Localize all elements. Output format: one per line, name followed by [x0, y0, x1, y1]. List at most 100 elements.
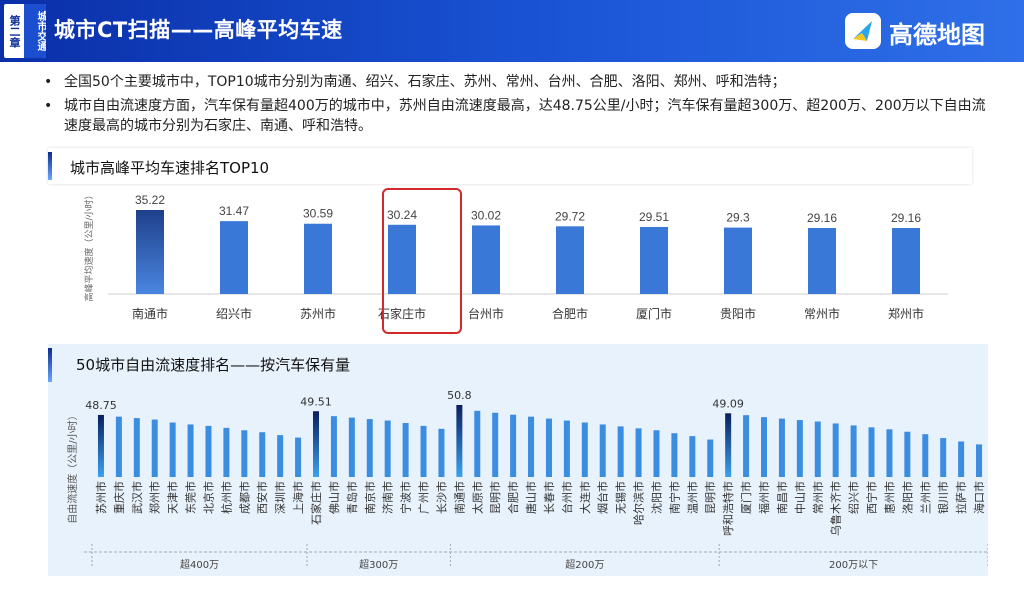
- freeflow-chart-panel: 50城市自由流速度排名——按汽车保有量: [48, 344, 988, 576]
- bar: [259, 432, 266, 477]
- category-label: 南通市: [132, 306, 168, 321]
- bar: [528, 416, 535, 477]
- bar: [958, 441, 965, 477]
- bar: [545, 418, 552, 477]
- bar: [850, 425, 857, 477]
- category-label: 上海市: [291, 481, 305, 514]
- section-label: 城市交通: [24, 4, 46, 58]
- category-label: 乌鲁木齐市: [829, 481, 843, 536]
- category-label: 长春市: [542, 481, 556, 514]
- bullet-dot-icon: •: [44, 98, 53, 114]
- bar: [438, 428, 445, 477]
- category-label: 贵阳市: [720, 306, 756, 321]
- brand-name: 高德地图: [889, 21, 985, 49]
- bullet-item: • 全国50个主要城市中，TOP10城市分别为南通、绍兴、石家庄、苏州、常州、台…: [44, 72, 994, 92]
- category-label: 常州市: [811, 481, 825, 514]
- category-label: 杭州市: [219, 481, 233, 514]
- bar: [761, 417, 767, 477]
- y-axis-label: 高峰平均速度（公里/小时）: [83, 190, 95, 301]
- bar: [241, 430, 248, 477]
- category-label: 中山市: [793, 481, 807, 514]
- bar: [892, 227, 920, 294]
- group-label: 200万以下: [829, 560, 878, 571]
- bar: [832, 423, 839, 477]
- bullet-dot-icon: •: [44, 74, 53, 90]
- category-label: 南通市: [452, 481, 466, 514]
- data-label: 49.51: [300, 395, 332, 408]
- bar: [205, 425, 212, 477]
- data-label: 29.16: [807, 211, 837, 225]
- top10-bar-chart: 高峰平均速度（公里/小时） 35.22 南通市 31.47 绍兴市 30.59 苏州市 30.…: [83, 190, 948, 321]
- category-label: 苏州市: [94, 481, 108, 514]
- bar: [808, 227, 836, 294]
- category-label: 北京市: [201, 481, 215, 514]
- bar: [599, 424, 606, 477]
- bar: [133, 418, 140, 477]
- top10-chart-title: 城市高峰平均车速排名TOP10: [70, 159, 270, 177]
- bullet-text: 全国50个主要城市中，TOP10城市分别为南通、绍兴、石家庄、苏州、常州、台州、…: [64, 74, 786, 90]
- page-title: 城市CT扫描——高峰平均车速: [54, 18, 343, 42]
- data-label: 30.02: [471, 208, 501, 222]
- freeflow-bar-chart: 自由流速度（公里/小时） 苏州市 重庆市 武汉市 郑州市 天津市 东莞市 北京市 杭州市 成都市西…: [66, 389, 988, 571]
- summary-bullets: • 全国50个主要城市中，TOP10城市分别为南通、绍兴、石家庄、苏州、常州、台…: [44, 72, 994, 140]
- bar: [151, 419, 158, 477]
- category-label: 重庆市: [112, 481, 126, 514]
- bar: [940, 438, 947, 477]
- bar: [472, 225, 500, 294]
- bar: [136, 210, 164, 294]
- category-label: 太原市: [470, 481, 484, 514]
- bar: [976, 444, 983, 477]
- group-label: 超300万: [359, 558, 398, 571]
- category-label: 银川市: [936, 481, 950, 514]
- y-axis-label: 自由流速度（公里/小时）: [66, 410, 79, 523]
- amap-logo-icon: [845, 13, 881, 49]
- bar: [904, 431, 911, 477]
- category-label: 武汉市: [130, 481, 144, 514]
- bar: [220, 221, 248, 294]
- bar: [366, 419, 373, 477]
- category-label: 绍兴市: [216, 306, 252, 321]
- category-label: 合肥市: [552, 306, 588, 321]
- data-label: 29.72: [555, 209, 585, 223]
- data-label: 31.47: [219, 204, 249, 218]
- group-label: 超400万: [180, 558, 219, 571]
- category-label: 成都市: [237, 481, 251, 514]
- category-label: 烟台市: [596, 481, 610, 514]
- bar: [814, 421, 821, 477]
- category-label: 绍兴市: [847, 481, 861, 514]
- bullet-item: • 城市自由流速度方面，汽车保有量超400万的城市中，苏州自由流速度最高，达48…: [44, 96, 994, 136]
- category-label: 西宁市: [865, 481, 879, 514]
- accent-bar: [48, 152, 52, 180]
- bar: [868, 427, 875, 477]
- category-label: 合肥市: [506, 481, 520, 514]
- bar: [510, 414, 517, 477]
- bar: [617, 426, 624, 477]
- category-label: 温州市: [685, 481, 699, 514]
- bar: [474, 410, 481, 477]
- category-label: 兰州市: [918, 481, 932, 514]
- freeflow-chart-title: 50城市自由流速度排名——按汽车保有量: [76, 356, 351, 374]
- bar: [640, 226, 668, 294]
- bar: [707, 439, 714, 477]
- bar: [653, 430, 660, 477]
- bar: [778, 418, 785, 477]
- group-label: 超200万: [565, 558, 604, 571]
- bar: [313, 411, 319, 477]
- data-label: 29.16: [891, 211, 921, 225]
- chapter-badge: 第二章 城市交通: [4, 4, 46, 58]
- brand-logo: 高德地图: [845, 13, 1005, 51]
- category-label: 南昌市: [775, 481, 789, 514]
- category-label: 大连市: [578, 481, 592, 514]
- bar: [556, 226, 584, 294]
- category-label: 石家庄市: [378, 306, 426, 321]
- bar: [563, 420, 570, 477]
- bar: [886, 429, 893, 477]
- header-bar: 第二章 城市交通 城市CT扫描——高峰平均车速 高德地图: [0, 0, 1024, 62]
- bar: [922, 434, 929, 477]
- category-label: 厦门市: [636, 306, 672, 321]
- category-label: 青岛市: [345, 481, 359, 514]
- bar: [115, 416, 122, 477]
- bar: [388, 224, 416, 294]
- top10-chart-header: 城市高峰平均车速排名TOP10: [48, 148, 972, 184]
- bar: [277, 435, 284, 477]
